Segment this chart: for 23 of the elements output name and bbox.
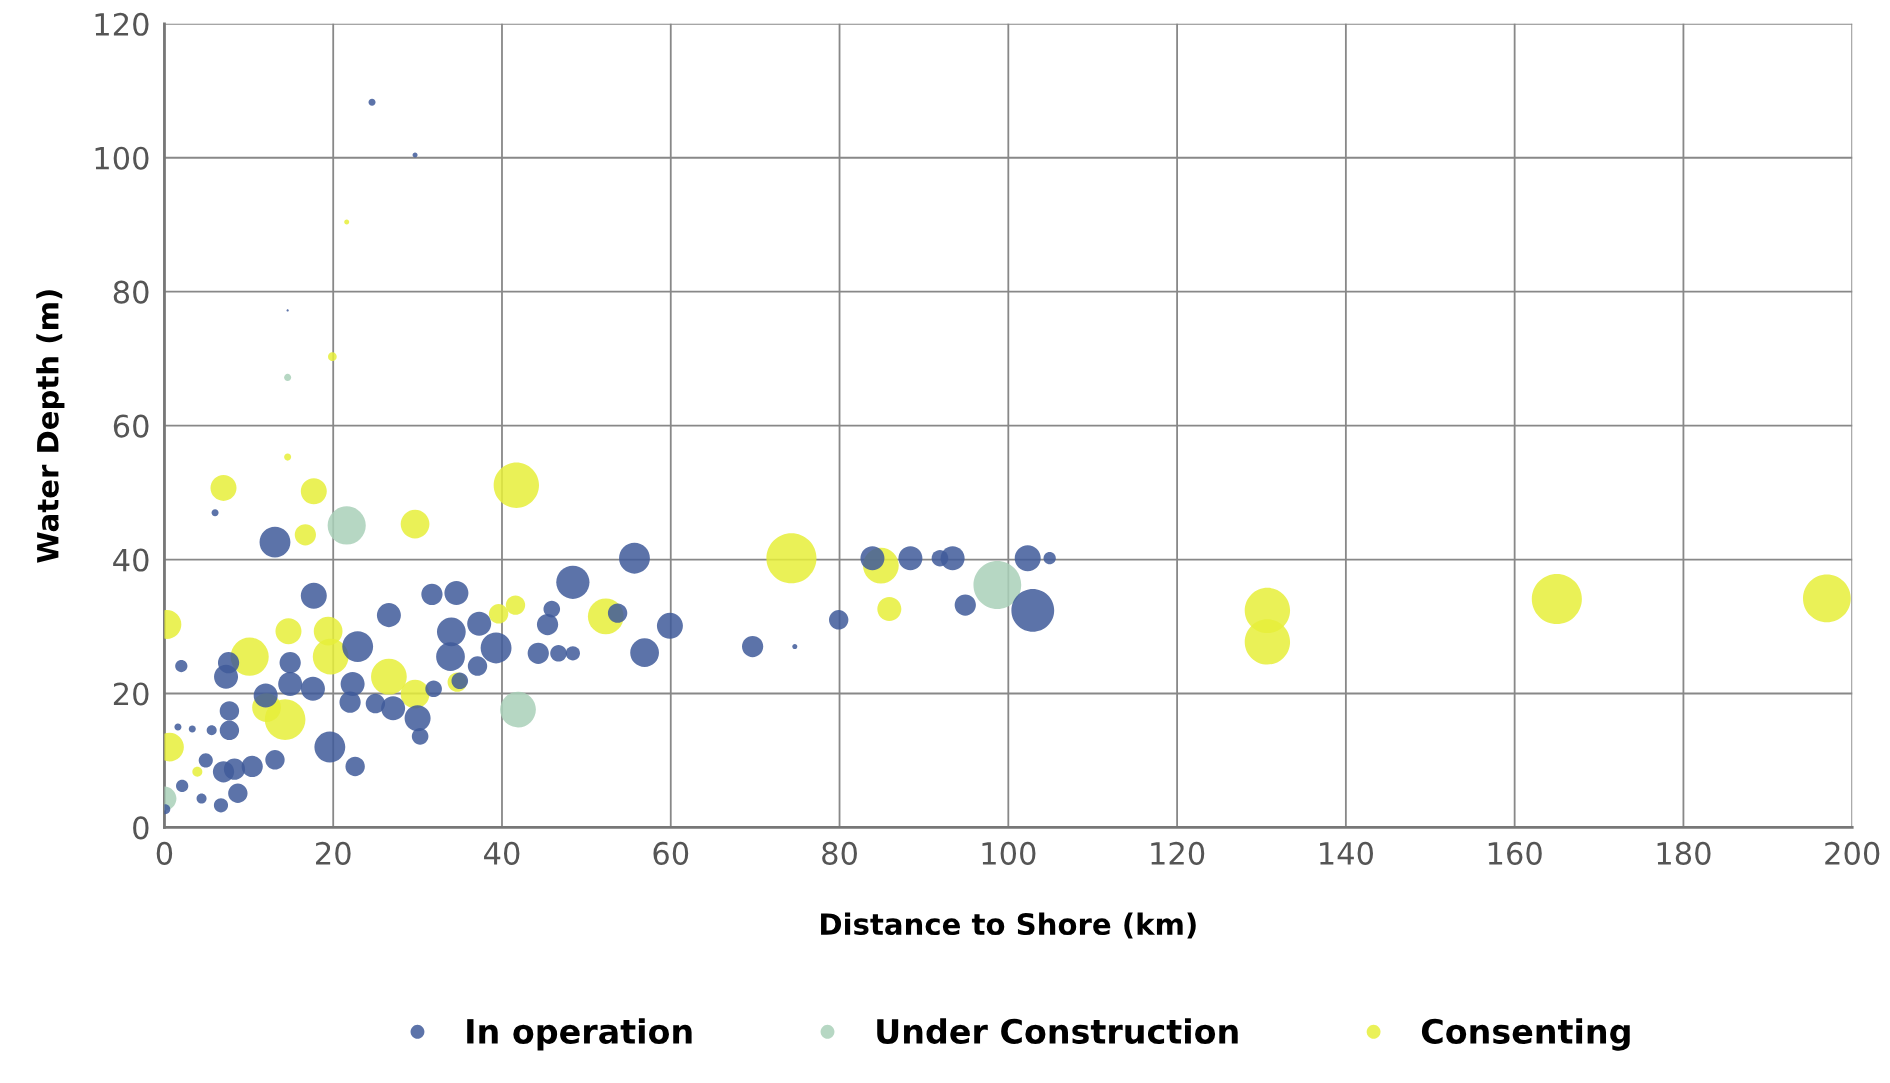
y-tick-label: 60 xyxy=(113,414,149,438)
legend-label: Consenting xyxy=(1421,1018,1630,1051)
x-tick-label: 180 xyxy=(1657,841,1711,865)
x-tick-label: 100 xyxy=(982,841,1036,865)
x-tick-label: 120 xyxy=(1151,841,1205,865)
y-tick-label: 100 xyxy=(95,146,149,170)
legend-label: Under Construction xyxy=(877,1018,1238,1044)
y-tick-label: 80 xyxy=(113,280,149,304)
x-tick-label: 160 xyxy=(1488,841,1542,865)
x-tick-label: 140 xyxy=(1320,841,1373,865)
x-tick-label: 60 xyxy=(653,841,689,865)
x-tick-label: 200 xyxy=(1825,841,1880,865)
x-axis-title: Distance to Shore (km) xyxy=(821,912,1196,939)
y-tick-label: 120 xyxy=(95,12,149,36)
y-tick-label: 0 xyxy=(133,816,149,840)
x-tick-label: 40 xyxy=(484,841,520,865)
x-tick-label: 80 xyxy=(822,841,857,865)
y-tick-label: 40 xyxy=(113,548,149,572)
x-tick-label: 0 xyxy=(156,841,173,865)
y-axis-title: Water Depth (m) xyxy=(36,290,65,563)
legend-label: In operation xyxy=(467,1018,692,1051)
x-tick-label: 20 xyxy=(316,841,351,865)
y-tick-label: 20 xyxy=(113,682,149,706)
